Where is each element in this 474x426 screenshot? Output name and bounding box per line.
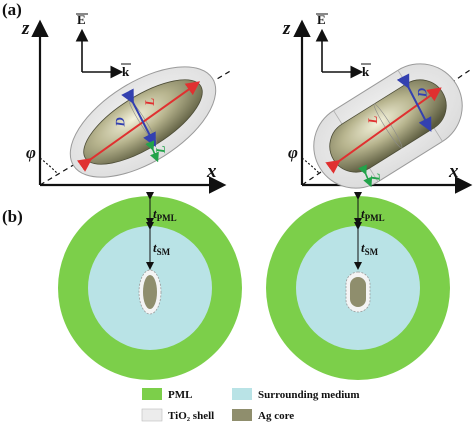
left-length-label: L [142, 98, 157, 108]
left-mini-core [143, 275, 157, 309]
left-z-label: z [21, 18, 30, 39]
right-z-label: z [282, 18, 291, 39]
legend-label-surrounding: Surrounding medium [258, 389, 360, 401]
right-field-vectors: E k [315, 12, 371, 79]
right-particle: L D L [313, 63, 463, 189]
legend-item-surrounding: Surrounding medium [232, 388, 360, 401]
right-sim-domain: tPML tSM [266, 192, 450, 380]
right-k-label: k [362, 64, 370, 79]
left-thickness-label: L [153, 145, 168, 155]
panel-a-label: (a) [2, 0, 22, 19]
left-thickness-arrow [145, 140, 159, 163]
right-mini-core [350, 277, 366, 307]
legend-swatch-pml [142, 388, 162, 400]
legend-label-core: Ag core [258, 410, 294, 422]
left-e-label: E [77, 12, 86, 27]
right-thickness-label: L [367, 173, 382, 183]
left-sim-domain: tPML tSM [58, 192, 242, 380]
right-angle-arc [301, 157, 321, 175]
right-diameter-arrow [396, 73, 432, 132]
right-x-label: x [448, 161, 459, 182]
legend-swatch-core [232, 409, 252, 421]
panel-b-label: (b) [2, 207, 23, 226]
right-e-label: E [317, 12, 326, 27]
left-phi-label: φ [26, 143, 36, 162]
right-diameter-label: D [414, 87, 429, 99]
legend-item-pml: PML [142, 388, 192, 401]
legend-label-pml: PML [168, 389, 192, 401]
legend: PML Surrounding medium TiO₂ shell Ag cor… [141, 388, 360, 422]
right-sm-thickness-label: tSM [361, 240, 379, 257]
left-particle: L D L [69, 66, 217, 178]
legend-label-shell: TiO₂ shell [168, 410, 214, 422]
right-length-label: L [365, 115, 380, 125]
legend-swatch-surrounding [232, 388, 252, 400]
right-pml-thickness-label: tPML [361, 206, 385, 223]
left-sm-thickness-label: tSM [153, 240, 171, 257]
left-diameter-arrow [121, 88, 156, 147]
legend-swatch-shell [141, 408, 163, 422]
legend-item-shell: TiO₂ shell [141, 408, 214, 422]
left-angle-arc [39, 157, 59, 175]
left-diameter-label: D [112, 116, 127, 128]
right-phi-label: φ [288, 143, 298, 162]
left-k-label: k [122, 64, 130, 79]
left-x-label: x [206, 161, 217, 182]
left-pml-thickness-label: tPML [153, 206, 177, 223]
left-field-vectors: E k [75, 12, 131, 79]
legend-item-core: Ag core [232, 409, 294, 422]
right-thickness-arrow [358, 164, 373, 188]
